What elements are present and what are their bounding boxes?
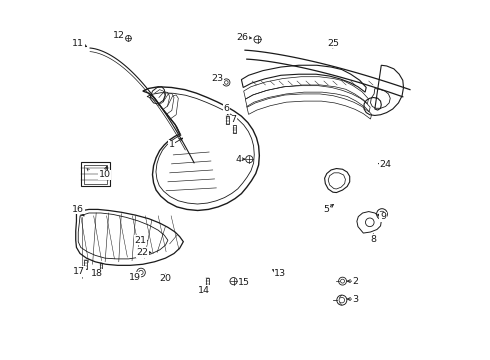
Text: 1: 1 [169, 140, 174, 149]
Text: 5: 5 [324, 205, 330, 214]
Text: 22: 22 [137, 248, 149, 257]
Text: 20: 20 [159, 274, 171, 283]
Text: 7: 7 [230, 115, 237, 124]
Text: 25: 25 [327, 39, 339, 48]
Text: 26: 26 [236, 33, 248, 42]
Text: 6: 6 [223, 104, 229, 113]
Text: 17: 17 [74, 267, 85, 276]
Bar [84, 260, 87, 269]
Bar [233, 125, 236, 133]
Text: 14: 14 [198, 286, 210, 295]
Text: 3: 3 [352, 294, 359, 303]
Text: 15: 15 [238, 278, 250, 287]
Text: 8: 8 [370, 235, 376, 244]
Text: 24: 24 [380, 161, 392, 170]
Text: 21: 21 [134, 236, 147, 245]
Text: 23: 23 [211, 75, 223, 84]
Text: 18: 18 [91, 269, 103, 278]
Text: 9: 9 [380, 212, 386, 221]
Text: 13: 13 [274, 269, 286, 278]
Bar [226, 116, 229, 124]
Bar [84, 165, 107, 184]
Bar [81, 162, 110, 186]
Text: 16: 16 [72, 205, 84, 214]
Text: 19: 19 [128, 273, 141, 282]
Text: 10: 10 [98, 170, 110, 179]
Text: 4: 4 [236, 155, 242, 164]
Text: 2: 2 [352, 276, 359, 285]
Text: 12: 12 [113, 31, 125, 40]
Bar [206, 278, 209, 286]
Text: 11: 11 [72, 39, 84, 48]
Bar [99, 263, 102, 271]
